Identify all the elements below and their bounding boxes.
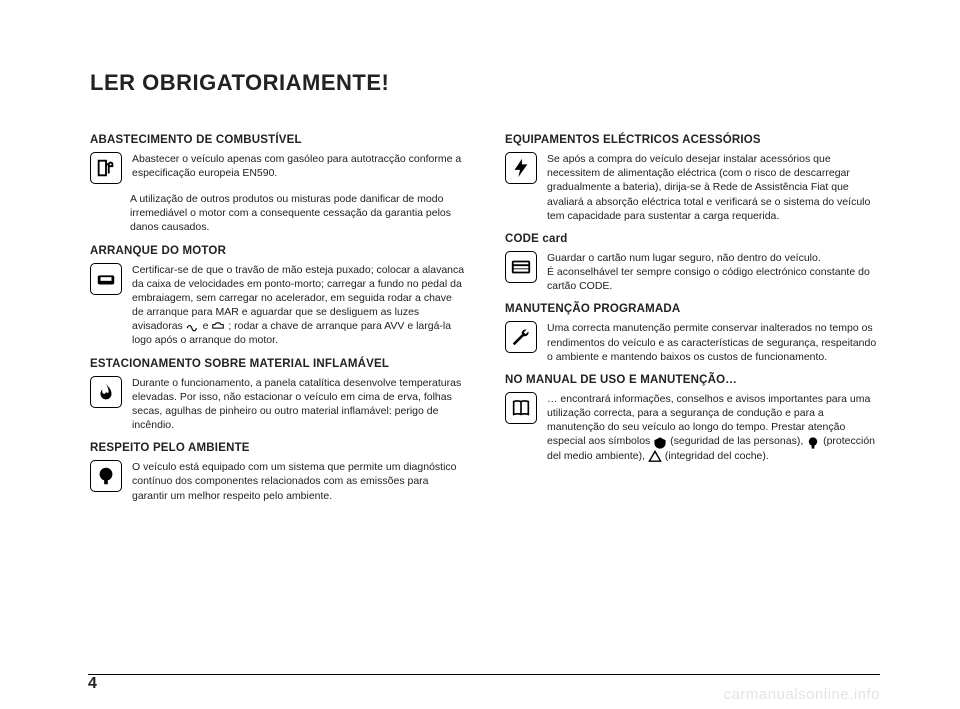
manual-block: … encontrará informações, conselhos e av… [505, 392, 880, 463]
tree-icon [90, 460, 122, 492]
code-text: Guardar o cartão num lugar seguro, não d… [547, 251, 880, 294]
parking-block: Durante o funcionamento, a panela catalí… [90, 376, 465, 433]
card-icon [505, 251, 537, 283]
environment-block: O veículo está equipado com um sistema q… [90, 460, 465, 503]
fuel-block: Abastecer o veículo apenas com gasóleo p… [90, 152, 465, 184]
lightning-icon [505, 152, 537, 184]
section-title-environment: RESPEITO PELO AMBIENTE [90, 442, 465, 454]
section-title-manual: NO MANUAL DE USO E MANUTENÇÃO… [505, 374, 880, 386]
maintenance-text: Uma correcta manutenção permite conserva… [547, 321, 880, 364]
engine-icon [211, 320, 225, 332]
book-icon [505, 392, 537, 424]
electrical-block: Se após a compra do veículo desejar inst… [505, 152, 880, 223]
electrical-text: Se após a compra do veículo desejar inst… [547, 152, 880, 223]
left-column: ABASTECIMENTO DE COMBUSTÍVEL Abastecer o… [90, 124, 465, 511]
page-title: LER OBRIGATORIAMENTE! [90, 70, 880, 96]
page-number: 4 [88, 675, 97, 693]
fuel-text-1: Abastecer o veículo apenas com gasóleo p… [132, 152, 465, 180]
start-text: Certificar-se de que o travão de mão est… [132, 263, 465, 348]
start-text-b: e [203, 320, 212, 332]
fire-icon [90, 376, 122, 408]
parking-text: Durante o funcionamento, a panela catalí… [132, 376, 465, 433]
section-title-maintenance: MANUTENÇÃO PROGRAMADA [505, 303, 880, 315]
right-column: EQUIPAMENTOS ELÉCTRICOS ACESSÓRIOS Se ap… [505, 124, 880, 511]
content-columns: ABASTECIMENTO DE COMBUSTÍVEL Abastecer o… [90, 124, 880, 511]
environment-symbol-icon [806, 436, 820, 448]
start-block: Certificar-se de que o travão de mão est… [90, 263, 465, 348]
glow-plug-icon [186, 320, 200, 332]
section-title-code: CODE card [505, 233, 880, 245]
manual-page: LER OBRIGATORIAMENTE! ABASTECIMENTO DE C… [0, 0, 960, 709]
manual-text-b: (seguridad de las personas), [670, 435, 806, 447]
code-block: Guardar o cartão num lugar seguro, não d… [505, 251, 880, 294]
wrench-icon [505, 321, 537, 353]
footer-rule [88, 674, 880, 675]
section-title-electrical: EQUIPAMENTOS ELÉCTRICOS ACESSÓRIOS [505, 134, 880, 146]
fuel-pump-icon [90, 152, 122, 184]
environment-text: O veículo está equipado com um sistema q… [132, 460, 465, 503]
section-title-parking: ESTACIONAMENTO SOBRE MATERIAL INFLAMÁVEL [90, 358, 465, 370]
code-text-2: É aconselhável ter sempre consigo o códi… [547, 266, 870, 292]
manual-text: … encontrará informações, conselhos e av… [547, 392, 880, 463]
section-title-fuel: ABASTECIMENTO DE COMBUSTÍVEL [90, 134, 465, 146]
manual-text-d: (integridad del coche). [665, 450, 769, 462]
section-title-start: ARRANQUE DO MOTOR [90, 245, 465, 257]
car-rear-icon [90, 263, 122, 295]
maintenance-block: Uma correcta manutenção permite conserva… [505, 321, 880, 364]
code-text-1: Guardar o cartão num lugar seguro, não d… [547, 252, 821, 264]
person-safety-icon [653, 436, 667, 448]
fuel-text-2: A utilização de outros produtos ou mistu… [130, 192, 465, 235]
watermark: carmanualsonline.info [724, 686, 880, 703]
car-integrity-icon [648, 450, 662, 462]
